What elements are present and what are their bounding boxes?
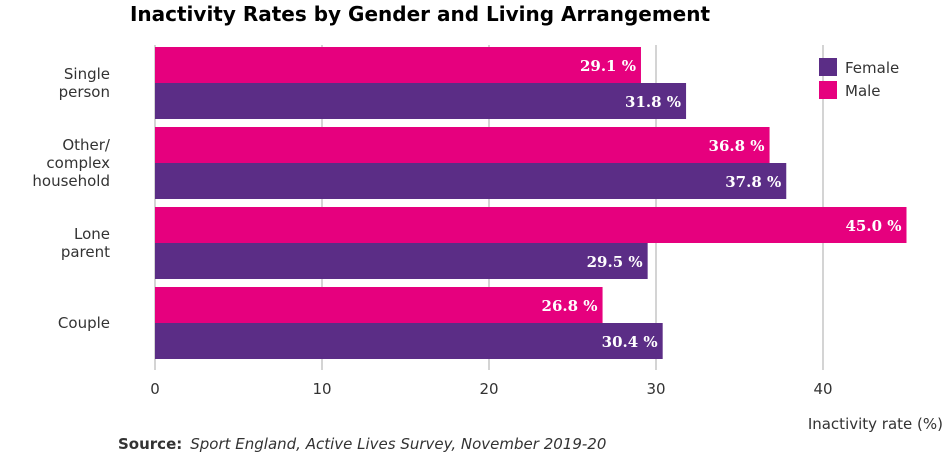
data-label: 26.8 % bbox=[542, 297, 598, 315]
legend-swatch-female bbox=[819, 58, 837, 76]
bar-female bbox=[155, 323, 663, 359]
bar-female bbox=[155, 243, 648, 279]
legend: Female Male bbox=[819, 58, 899, 100]
bars: 29.1 % 31.8 % 36.8 % 37.8 % 45.0 % 29.5 % 26.8… bbox=[155, 47, 907, 359]
source-note: Source: Sport England, Active Lives Surve… bbox=[118, 435, 606, 453]
data-label: 36.8 % bbox=[709, 137, 765, 155]
legend-label-male: Male bbox=[845, 82, 881, 100]
category-label: Couple bbox=[58, 314, 110, 332]
chart-title: Inactivity Rates by Gender and Living Ar… bbox=[130, 2, 711, 26]
x-tick-labels: 0 10 20 30 40 bbox=[150, 380, 832, 398]
data-label: 37.8 % bbox=[725, 173, 781, 191]
x-tick-label: 10 bbox=[312, 380, 331, 398]
data-label: 29.1 % bbox=[580, 57, 636, 75]
data-label: 45.0 % bbox=[845, 217, 901, 235]
x-axis-label: Inactivity rate (%) bbox=[808, 415, 943, 433]
bar-male bbox=[155, 287, 603, 323]
bar-male bbox=[155, 207, 907, 243]
category-label: parent bbox=[61, 243, 110, 261]
legend-swatch-male bbox=[819, 81, 837, 99]
bar-female bbox=[155, 163, 787, 199]
bar-female bbox=[155, 83, 687, 119]
x-tick-label: 30 bbox=[646, 380, 665, 398]
source-label: Source: bbox=[118, 435, 182, 453]
category-label: Lone bbox=[74, 225, 110, 243]
category-label: household bbox=[32, 172, 110, 190]
legend-label-female: Female bbox=[845, 59, 899, 77]
x-tick-label: 0 bbox=[150, 380, 160, 398]
source-text: Sport England, Active Lives Survey, Nove… bbox=[190, 435, 606, 453]
bar-male bbox=[155, 127, 770, 163]
x-tick-label: 20 bbox=[479, 380, 498, 398]
category-label: person bbox=[59, 83, 110, 101]
bar-male bbox=[155, 47, 641, 83]
category-label: Single bbox=[64, 65, 110, 83]
data-label: 30.4 % bbox=[602, 333, 658, 351]
data-label: 31.8 % bbox=[625, 93, 681, 111]
x-tick-label: 40 bbox=[813, 380, 832, 398]
category-label: complex bbox=[46, 154, 110, 172]
category-label: Other/ bbox=[62, 136, 111, 154]
data-label: 29.5 % bbox=[587, 253, 643, 271]
